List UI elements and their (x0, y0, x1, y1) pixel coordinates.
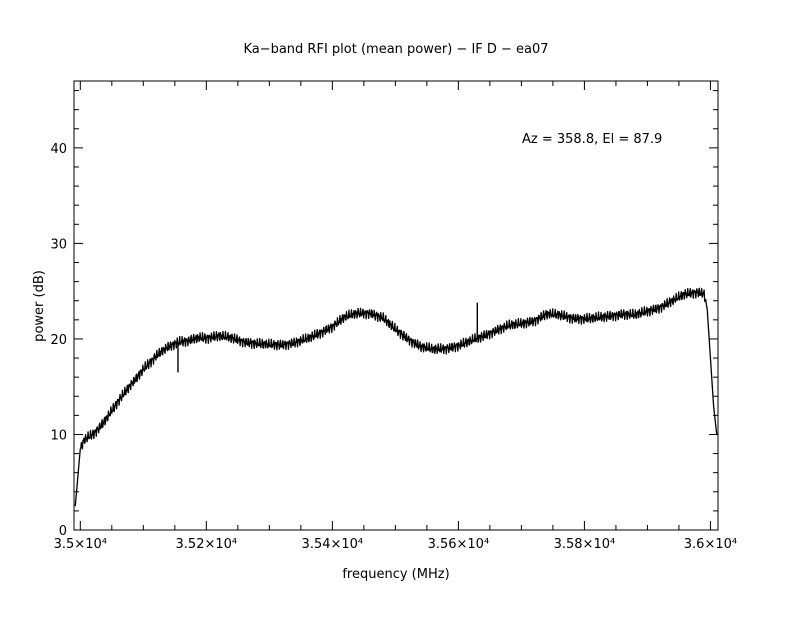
axis-ticks (74, 81, 718, 531)
chart-title: Ka−band RFI plot (mean power) − IF D − e… (243, 42, 548, 57)
y-axis-label: power (dB) (32, 270, 47, 342)
tick-labels: 3.5×10⁴ 3.52×10⁴ 3.54×10⁴ 3.56×10⁴ 3.58×10⁴ 3… (50, 142, 737, 552)
y-tick-label: 20 (50, 333, 67, 348)
x-tick-label: 3.58×10⁴ (554, 537, 616, 552)
x-tick-label: 3.6×10⁴ (684, 537, 737, 552)
x-tick-label: 3.52×10⁴ (176, 537, 238, 552)
series-line-mean-power (74, 287, 718, 507)
x-tick-label: 3.5×10⁴ (54, 537, 107, 552)
rfi-spikes (177, 302, 478, 373)
x-tick-label: 3.56×10⁴ (428, 537, 490, 552)
plot-frame (73, 80, 719, 531)
y-tick-label: 40 (50, 142, 67, 157)
y-tick-label: 10 (50, 428, 67, 443)
az-el-annotation: Az = 358.8, El = 87.9 (522, 132, 662, 147)
x-axis-label: frequency (MHz) (342, 567, 449, 582)
y-tick-label: 30 (50, 237, 67, 252)
x-tick-label: 3.54×10⁴ (302, 537, 364, 552)
y-tick-label: 0 (59, 524, 67, 539)
